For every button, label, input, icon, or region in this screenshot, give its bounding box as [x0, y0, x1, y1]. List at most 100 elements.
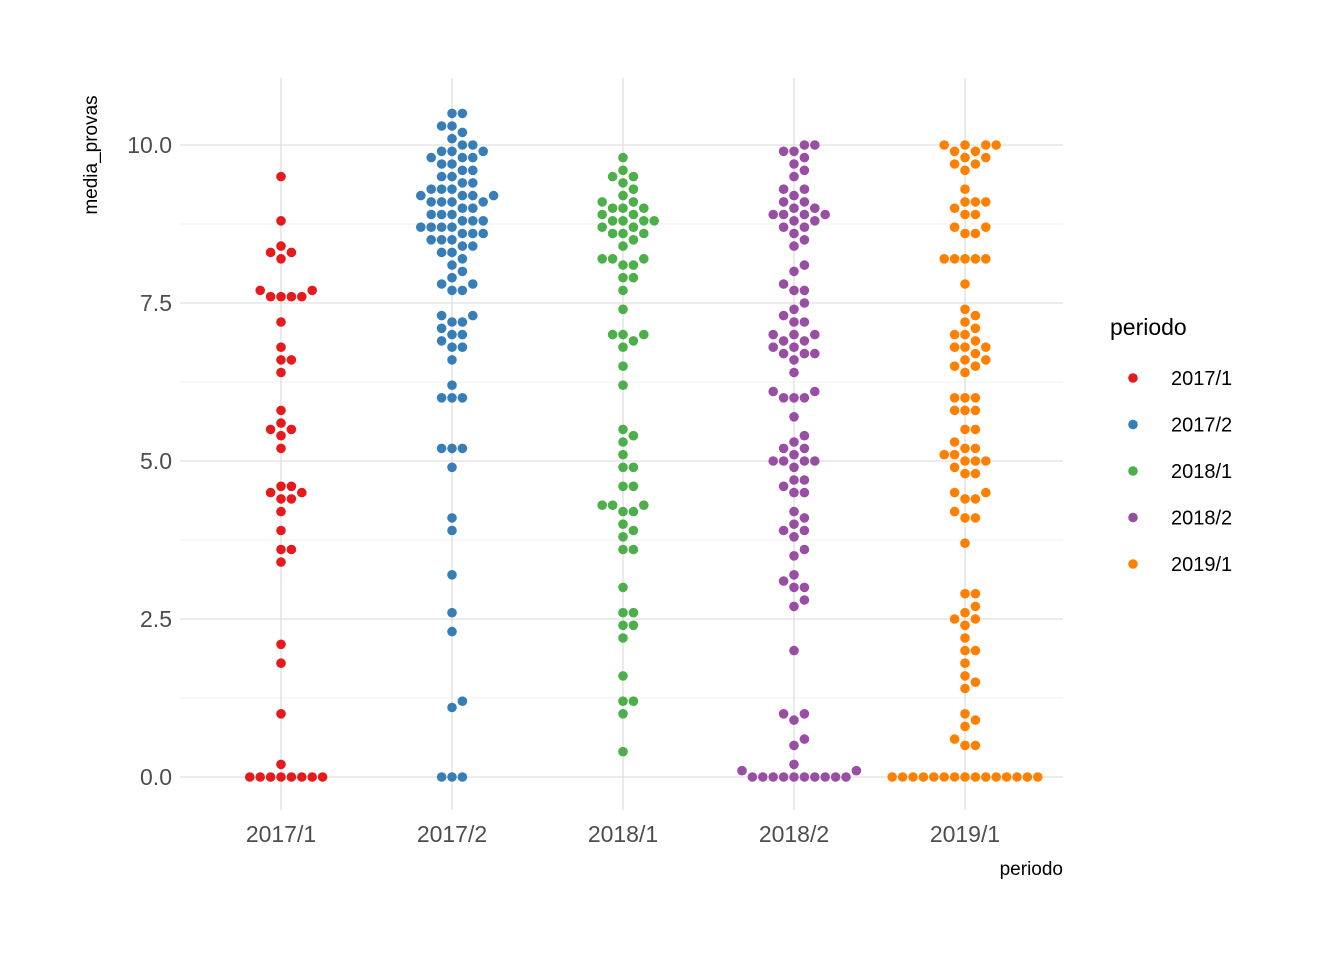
data-point	[789, 772, 799, 782]
data-point	[639, 253, 649, 264]
data-point	[618, 241, 628, 251]
data-point	[628, 260, 639, 270]
data-point	[276, 525, 286, 536]
data-point	[618, 437, 628, 447]
data-point	[949, 614, 960, 624]
data-point	[970, 443, 981, 454]
data-point	[799, 772, 810, 782]
data-point	[789, 715, 799, 725]
data-point	[447, 607, 457, 618]
data-point	[810, 329, 820, 340]
data-point	[981, 772, 991, 782]
data-point	[830, 772, 841, 782]
data-point	[468, 241, 478, 251]
data-point	[960, 740, 970, 751]
data-point	[970, 197, 981, 207]
data-point	[960, 355, 970, 365]
data-point	[618, 228, 628, 239]
data-point	[628, 222, 639, 232]
data-point	[789, 329, 799, 340]
data-point	[789, 266, 799, 277]
data-point	[618, 506, 628, 517]
data-point	[597, 197, 607, 207]
data-point	[799, 393, 810, 403]
data-point	[810, 203, 820, 213]
data-point	[468, 310, 478, 321]
data-point	[447, 443, 457, 454]
data-point	[628, 506, 639, 517]
data-point	[820, 772, 830, 782]
data-point	[607, 216, 618, 226]
data-point	[970, 601, 981, 612]
data-point	[949, 342, 960, 353]
data-point	[457, 190, 468, 201]
data-point	[436, 772, 447, 782]
data-point	[970, 253, 981, 264]
data-point	[799, 317, 810, 327]
data-point	[447, 171, 457, 182]
data-point	[436, 279, 447, 289]
data-point	[778, 443, 789, 454]
data-point	[981, 355, 991, 365]
data-point	[778, 772, 789, 782]
data-point	[265, 291, 276, 302]
data-point	[447, 209, 457, 220]
data-point	[457, 329, 468, 340]
data-point	[276, 241, 286, 251]
data-point	[789, 601, 799, 612]
data-point	[265, 772, 276, 782]
data-point	[447, 121, 457, 131]
data-point	[789, 159, 799, 169]
data-point	[276, 355, 286, 365]
data-point	[618, 544, 628, 555]
data-point	[276, 253, 286, 264]
data-point	[789, 228, 799, 239]
data-point	[960, 304, 970, 315]
data-point	[799, 734, 810, 744]
data-point	[255, 285, 265, 296]
data-point	[436, 146, 447, 157]
x-tick-label: 2018/1	[588, 821, 658, 847]
data-point	[447, 525, 457, 536]
data-point	[276, 557, 286, 567]
data-point	[939, 772, 949, 782]
y-axis-ticks: 0.0 2.5 5.0 7.5 10.0	[127, 132, 172, 790]
data-point	[960, 443, 970, 454]
data-point	[799, 525, 810, 536]
data-point	[447, 285, 457, 296]
data-point	[908, 772, 918, 782]
data-point	[468, 152, 478, 163]
data-point	[960, 645, 970, 656]
data-point	[970, 146, 981, 157]
data-point	[768, 342, 778, 353]
x-tick-label: 2017/2	[417, 821, 487, 847]
data-point	[447, 462, 457, 473]
legend-items: 2017/1 2017/2 2018/1 2018/2 2019/1	[1128, 368, 1232, 576]
data-point	[286, 291, 297, 302]
data-point	[981, 197, 991, 207]
data-point	[799, 260, 810, 270]
data-point	[778, 348, 789, 359]
data-point	[276, 658, 286, 668]
data-point	[789, 367, 799, 378]
data-point	[265, 487, 276, 498]
data-point	[628, 235, 639, 245]
data-point	[618, 449, 628, 460]
data-point	[628, 272, 639, 283]
data-point	[939, 253, 949, 264]
data-point	[799, 475, 810, 485]
data-point	[468, 279, 478, 289]
data-point	[618, 152, 628, 163]
data-point	[607, 329, 618, 340]
data-point	[255, 772, 265, 782]
data-point	[607, 203, 618, 213]
data-point	[436, 323, 447, 334]
data-point	[276, 367, 286, 378]
data-point	[960, 456, 970, 466]
data-point	[618, 342, 628, 353]
x-axis-ticks: 2017/1 2017/2 2018/1 2018/2 2019/1	[246, 821, 1000, 847]
data-point	[789, 570, 799, 580]
data-point	[447, 702, 457, 713]
data-point	[789, 171, 799, 182]
data-point	[960, 165, 970, 176]
